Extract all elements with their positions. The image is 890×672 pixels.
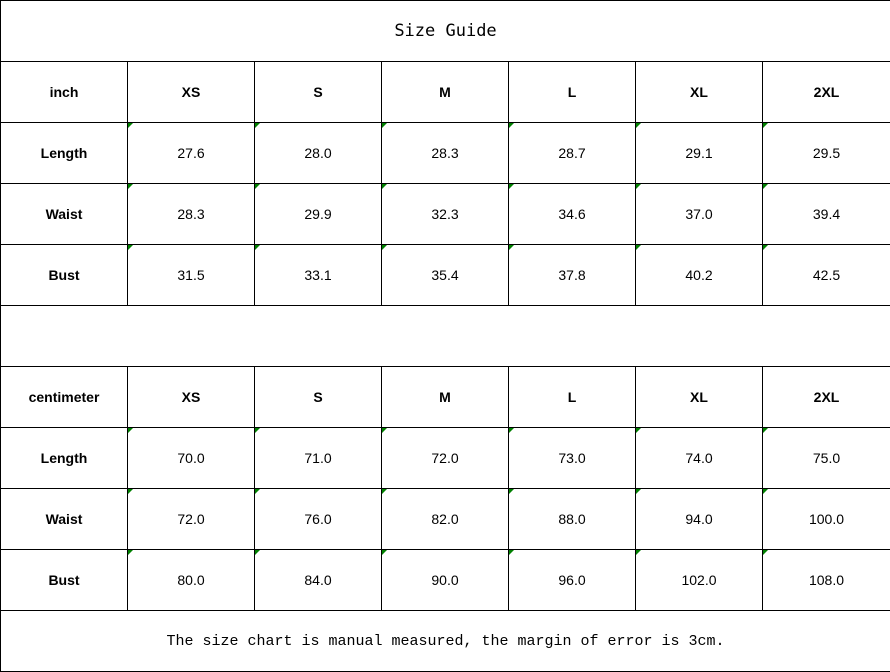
empty-cell <box>0 305 890 367</box>
measurement-value: 84.0 <box>254 549 382 611</box>
measurement-value: 102.0 <box>635 549 763 611</box>
measurement-value: 100.0 <box>762 488 890 550</box>
size-header: S <box>254 366 382 428</box>
measurement-value: 29.1 <box>635 122 763 184</box>
measurement-value: 108.0 <box>762 549 890 611</box>
size-header: XL <box>635 61 763 123</box>
measurement-label: Bust <box>0 244 128 306</box>
measurement-label: Waist <box>0 488 128 550</box>
measurement-value: 72.0 <box>381 427 509 489</box>
measurement-value: 75.0 <box>762 427 890 489</box>
size-header: XS <box>127 61 255 123</box>
measurement-value: 71.0 <box>254 427 382 489</box>
measurement-note: The size chart is manual measured, the m… <box>0 610 890 672</box>
header-row: centimeter XS S M L XL 2XL <box>0 366 890 428</box>
spacer-row <box>0 305 890 367</box>
title-row: Size Guide <box>0 0 890 62</box>
measurement-value: 35.4 <box>381 244 509 306</box>
measurement-label: Waist <box>0 183 128 245</box>
measurement-label: Bust <box>0 549 128 611</box>
measurement-value: 34.6 <box>508 183 636 245</box>
header-row: inch XS S M L XL 2XL <box>0 61 890 123</box>
measurement-value: 94.0 <box>635 488 763 550</box>
measurement-value: 40.2 <box>635 244 763 306</box>
unit-header: centimeter <box>0 366 128 428</box>
measurement-value: 39.4 <box>762 183 890 245</box>
measurement-value: 74.0 <box>635 427 763 489</box>
size-header: M <box>381 61 509 123</box>
table-row: Length 70.0 71.0 72.0 73.0 74.0 75.0 <box>0 427 890 489</box>
measurement-value: 28.3 <box>127 183 255 245</box>
measurement-label: Length <box>0 427 128 489</box>
measurement-value: 28.3 <box>381 122 509 184</box>
size-header: XS <box>127 366 255 428</box>
measurement-value: 96.0 <box>508 549 636 611</box>
measurement-value: 27.6 <box>127 122 255 184</box>
note-row: The size chart is manual measured, the m… <box>0 610 890 672</box>
measurement-value: 37.8 <box>508 244 636 306</box>
table-row: Waist 72.0 76.0 82.0 88.0 94.0 100.0 <box>0 488 890 550</box>
measurement-value: 70.0 <box>127 427 255 489</box>
measurement-value: 42.5 <box>762 244 890 306</box>
table-row: Bust 31.5 33.1 35.4 37.8 40.2 42.5 <box>0 244 890 306</box>
measurement-value: 31.5 <box>127 244 255 306</box>
size-header: S <box>254 61 382 123</box>
size-header: L <box>508 366 636 428</box>
measurement-value: 82.0 <box>381 488 509 550</box>
size-header: L <box>508 61 636 123</box>
table-row: Waist 28.3 29.9 32.3 34.6 37.0 39.4 <box>0 183 890 245</box>
size-header: M <box>381 366 509 428</box>
measurement-value: 28.7 <box>508 122 636 184</box>
measurement-value: 88.0 <box>508 488 636 550</box>
measurement-value: 76.0 <box>254 488 382 550</box>
measurement-value: 29.9 <box>254 183 382 245</box>
size-header: 2XL <box>762 61 890 123</box>
unit-header: inch <box>0 61 128 123</box>
measurement-value: 80.0 <box>127 549 255 611</box>
measurement-value: 37.0 <box>635 183 763 245</box>
measurement-value: 28.0 <box>254 122 382 184</box>
size-header: XL <box>635 366 763 428</box>
measurement-value: 73.0 <box>508 427 636 489</box>
page-title: Size Guide <box>0 0 890 62</box>
measurement-value: 32.3 <box>381 183 509 245</box>
measurement-value: 72.0 <box>127 488 255 550</box>
measurement-value: 29.5 <box>762 122 890 184</box>
measurement-label: Length <box>0 122 128 184</box>
size-header: 2XL <box>762 366 890 428</box>
measurement-value: 90.0 <box>381 549 509 611</box>
table-row: Bust 80.0 84.0 90.0 96.0 102.0 108.0 <box>0 549 890 611</box>
table-row: Length 27.6 28.0 28.3 28.7 29.1 29.5 <box>0 122 890 184</box>
measurement-value: 33.1 <box>254 244 382 306</box>
